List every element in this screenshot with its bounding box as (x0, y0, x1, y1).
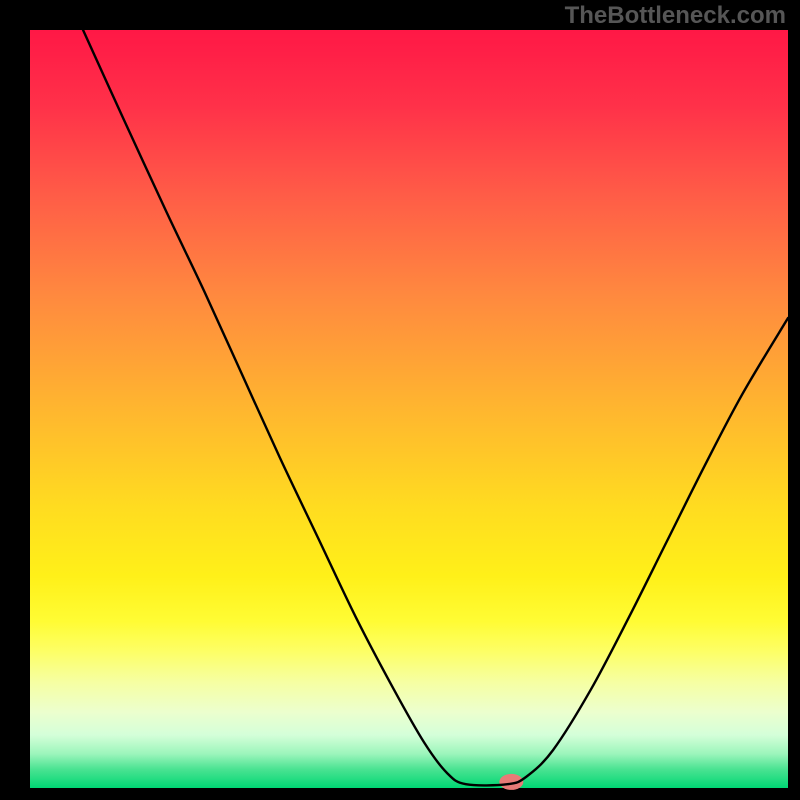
bottleneck-chart (0, 0, 800, 800)
plot-background (30, 30, 788, 788)
watermark-text: TheBottleneck.com (565, 2, 786, 30)
